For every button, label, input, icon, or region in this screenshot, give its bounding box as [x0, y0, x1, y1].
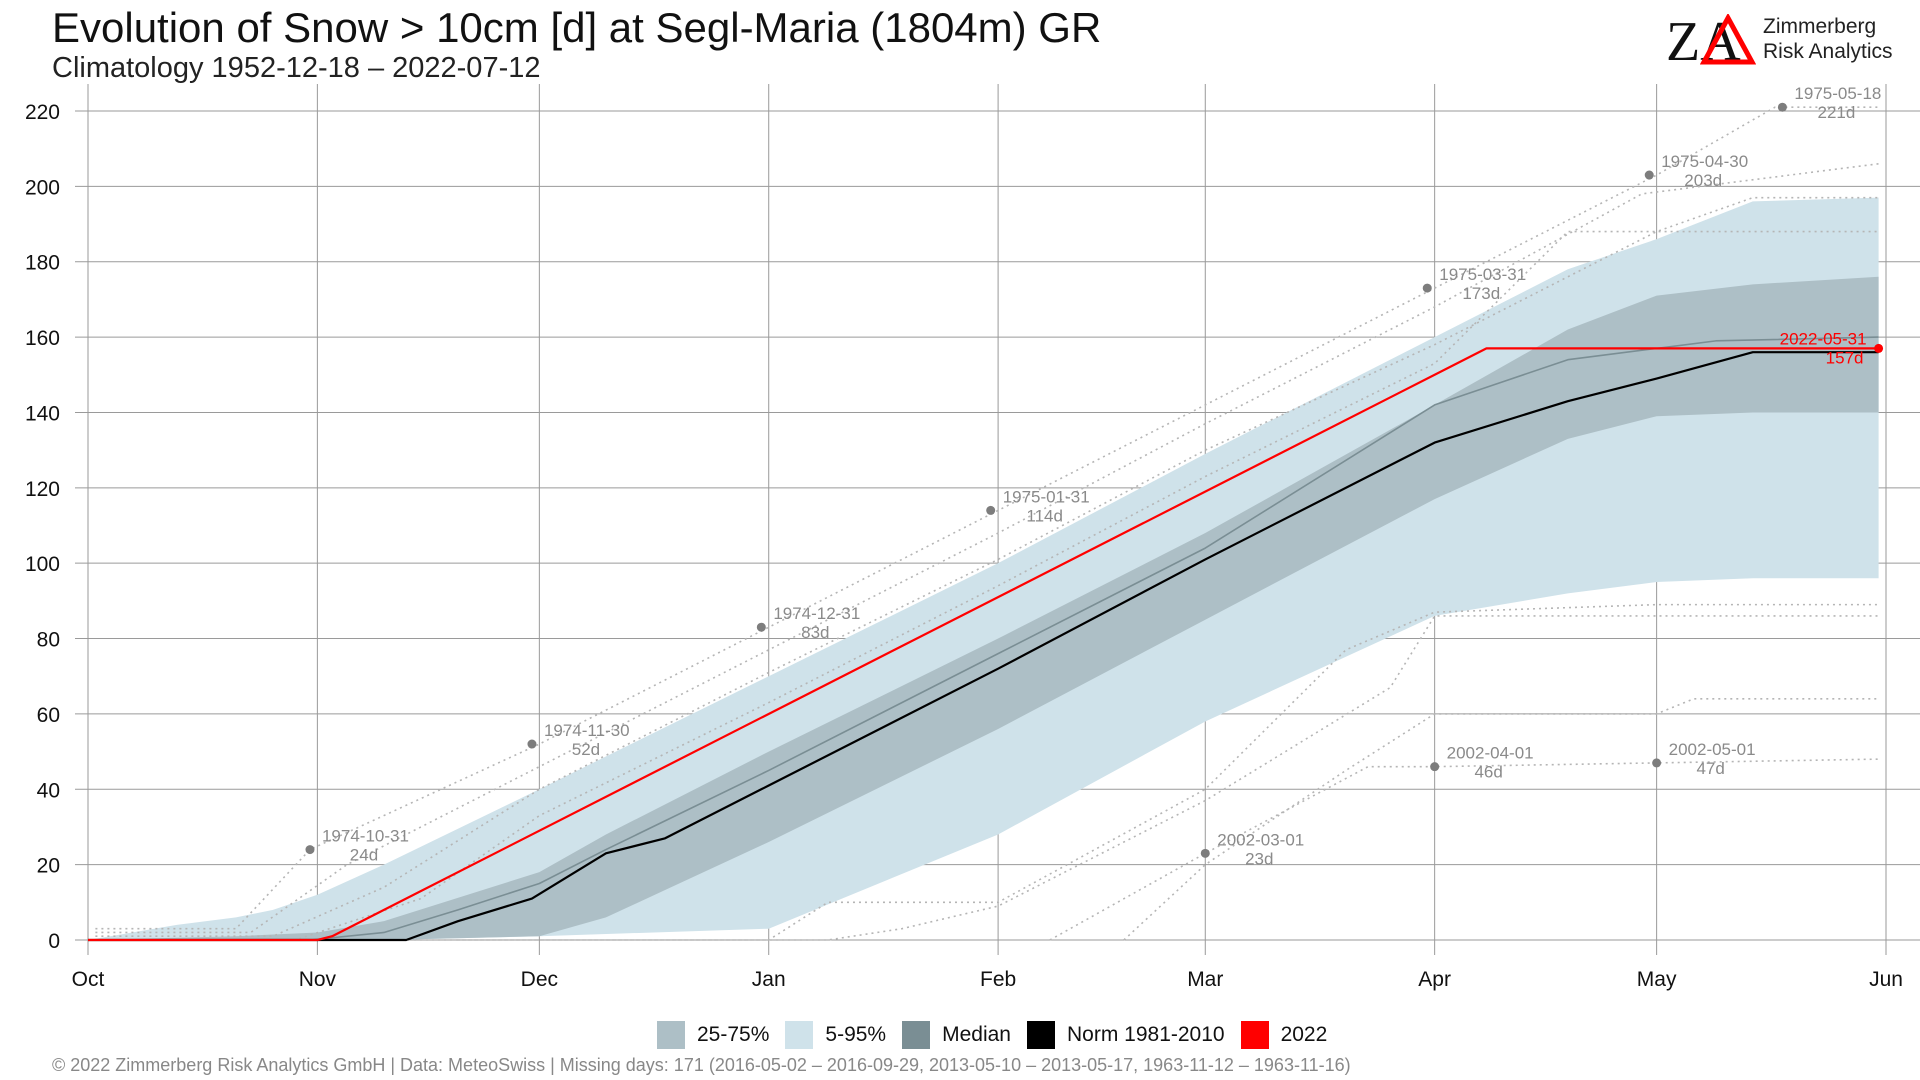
legend-swatch [657, 1021, 685, 1049]
x-tick-label: May [1637, 968, 1677, 991]
y-tick-label: 60 [37, 704, 60, 727]
annotation-date: 1974-11-30 [544, 721, 630, 740]
annotation-value: 52d [572, 740, 600, 759]
annotation-value: 24d [350, 846, 378, 865]
x-tick-label: Feb [980, 968, 1016, 991]
y-tick-label: 220 [25, 101, 60, 124]
x-tick-label: Mar [1187, 968, 1223, 991]
annotation-date: 1974-12-31 [773, 604, 860, 623]
annotation-value: 157d [1826, 348, 1864, 367]
reference-line [1049, 758, 1879, 941]
reference-line [1123, 698, 1879, 941]
legend-swatch [1026, 1021, 1055, 1049]
annotation-point [1200, 848, 1210, 858]
annotation-date: 1975-04-30 [1661, 152, 1748, 171]
series-line [88, 351, 1879, 942]
annotation-point [1422, 283, 1432, 293]
x-tick-label: Dec [521, 968, 558, 991]
y-tick-label: 100 [25, 553, 60, 576]
legend: 25-75% 5-95% Median Norm 1981-2010 2022 [657, 1018, 1343, 1052]
annotation-value: 203d [1684, 171, 1722, 190]
band-25-75 [88, 276, 1879, 940]
chart-subtitle: Climatology 1952-12-18 – 2022-07-12 [52, 52, 541, 84]
annotation-date: 1975-01-31 [1003, 487, 1090, 506]
annotation-point [986, 505, 996, 515]
annotation-date: 2022-05-31 [1780, 329, 1867, 348]
logo-text: Zimmerberg Risk Analytics [1763, 14, 1893, 64]
chart-canvas: 0 20 40 60 80 100 120 140 160 180 200 220 Oct Nov Dec J… [25, 84, 1920, 991]
annotation-date: 1974-10-31 [322, 827, 409, 846]
legend-item-norm: Norm 1981-2010 [1026, 1021, 1225, 1049]
logo-line-2: Risk Analytics [1763, 40, 1893, 63]
annotation-point [1430, 762, 1440, 772]
annotation-date: 1975-03-31 [1439, 265, 1526, 284]
reference-line [457, 615, 1879, 941]
annotation-value: 173d [1462, 284, 1500, 303]
annotation-value: 83d [801, 623, 829, 642]
legend-label: 2022 [1280, 1023, 1328, 1046]
y-tick-label: 120 [25, 478, 60, 501]
series-line [88, 336, 1879, 941]
annotation-value: 114d [1026, 506, 1063, 525]
band-5-95 [88, 197, 1879, 940]
legend-item-2022: 2022 [1240, 1021, 1328, 1049]
annotation-value: 23d [1245, 849, 1273, 868]
legend-item-median: Median [902, 1021, 1011, 1049]
x-tick-label: Oct [72, 968, 105, 991]
x-tick-label: Nov [299, 968, 337, 991]
legend-label: Median [942, 1023, 1011, 1046]
x-tick-label: Jun [1869, 968, 1903, 991]
annotation-date: 2002-05-01 [1669, 740, 1756, 759]
reference-line [95, 196, 1879, 938]
annotation-value: 46d [1474, 763, 1502, 782]
annotation-date: 2002-03-01 [1217, 830, 1304, 849]
legend-swatch [785, 1021, 814, 1049]
annotation-point [756, 622, 766, 632]
annotation-point [527, 739, 537, 749]
annotation-point [305, 845, 315, 855]
legend-label: 5-95% [825, 1023, 887, 1046]
series-line [88, 347, 1879, 942]
y-tick-label: 0 [48, 930, 60, 953]
y-tick-label: 200 [25, 176, 60, 199]
y-tick-label: 20 [37, 855, 60, 878]
legend-item-25-75: 25-75% [657, 1021, 769, 1049]
annotation-date: 1975-05-18 [1794, 84, 1881, 103]
y-tick-label: 140 [25, 402, 60, 425]
legend-item-5-95: 5-95% [785, 1021, 886, 1049]
annotation-value: 221d [1817, 103, 1855, 122]
legend-label: Norm 1981-2010 [1066, 1023, 1225, 1046]
logo-line-1: Zimmerberg [1763, 15, 1877, 38]
annotation-point [1652, 758, 1662, 768]
reference-line [95, 106, 1879, 930]
x-tick-label: Jan [752, 968, 786, 991]
legend-swatch [902, 1021, 931, 1049]
footer-credits: © 2022 Zimmerberg Risk Analytics GmbH | … [52, 1055, 1351, 1075]
logo-triangle-icon [1700, 14, 1756, 65]
y-tick-label: 80 [37, 629, 60, 652]
annotation-point [1874, 343, 1884, 353]
y-tick-label: 40 [37, 779, 60, 802]
annotation-point [1644, 170, 1654, 180]
legend-label: 25-75% [697, 1023, 770, 1046]
legend-swatch [1240, 1021, 1269, 1049]
annotation-point [1777, 102, 1787, 112]
x-tick-label: Apr [1418, 968, 1451, 991]
annotation-date: 2002-04-01 [1447, 744, 1534, 763]
y-tick-label: 160 [25, 327, 60, 350]
chart-title: Evolution of Snow > 10cm [d] at Segl-Mar… [52, 4, 1102, 51]
annotation-value: 47d [1696, 759, 1724, 778]
y-tick-label: 180 [25, 252, 60, 275]
reference-line [383, 603, 1879, 941]
